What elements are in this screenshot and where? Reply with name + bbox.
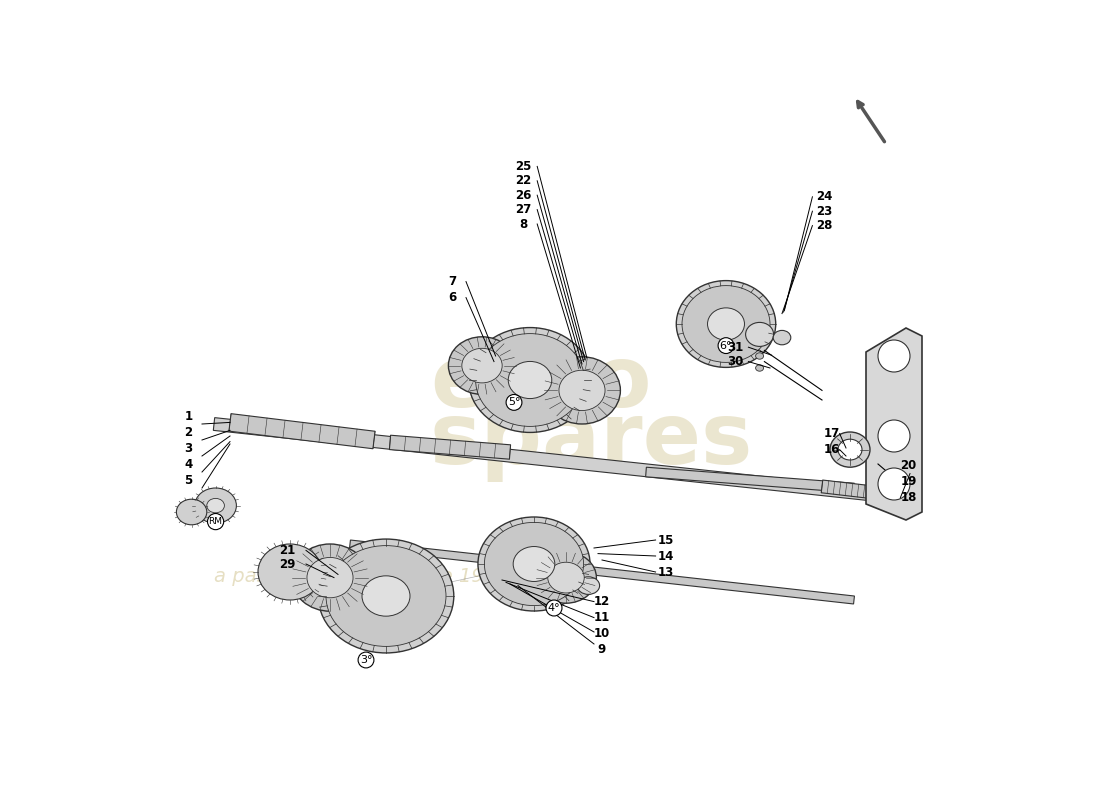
Ellipse shape [258, 544, 322, 600]
Text: 7: 7 [449, 275, 456, 288]
Ellipse shape [756, 365, 763, 371]
Text: euro: euro [430, 342, 651, 426]
Text: 6: 6 [449, 291, 456, 304]
Ellipse shape [707, 308, 745, 340]
Text: 12: 12 [594, 595, 610, 608]
Ellipse shape [578, 577, 600, 594]
Ellipse shape [773, 330, 791, 345]
Circle shape [878, 420, 910, 452]
Polygon shape [822, 480, 871, 498]
Text: 18: 18 [900, 491, 916, 504]
Text: 2: 2 [185, 426, 192, 438]
Ellipse shape [536, 552, 596, 603]
Text: a passion for parts since 1985: a passion for parts since 1985 [214, 566, 508, 586]
Text: 31: 31 [727, 341, 744, 354]
Text: 13: 13 [658, 566, 674, 578]
Ellipse shape [746, 322, 773, 346]
Ellipse shape [318, 539, 454, 653]
Text: 19: 19 [900, 475, 916, 488]
Text: 9: 9 [598, 643, 606, 656]
Polygon shape [866, 328, 922, 520]
Text: 10: 10 [594, 627, 610, 640]
Ellipse shape [478, 517, 590, 611]
Polygon shape [213, 418, 887, 502]
Text: 14: 14 [658, 550, 674, 562]
Text: 24: 24 [816, 190, 833, 203]
Text: spares: spares [430, 398, 754, 482]
Polygon shape [229, 414, 375, 449]
Ellipse shape [543, 357, 620, 424]
Ellipse shape [326, 546, 446, 646]
Text: 3°: 3° [360, 655, 372, 665]
Ellipse shape [462, 348, 503, 383]
Text: 5°: 5° [508, 398, 520, 407]
Ellipse shape [292, 544, 368, 611]
Polygon shape [350, 540, 855, 604]
Ellipse shape [559, 370, 605, 410]
Text: 16: 16 [824, 443, 839, 456]
Ellipse shape [682, 286, 770, 362]
Text: 20: 20 [900, 459, 916, 472]
Text: 22: 22 [516, 174, 531, 187]
Text: 27: 27 [516, 203, 531, 216]
Ellipse shape [548, 562, 584, 593]
Ellipse shape [484, 522, 584, 606]
Text: 26: 26 [516, 189, 531, 202]
Text: 8: 8 [519, 218, 528, 230]
Text: 25: 25 [516, 160, 531, 173]
Text: 1: 1 [185, 410, 192, 422]
Text: 17: 17 [824, 427, 839, 440]
Circle shape [878, 340, 910, 372]
Ellipse shape [475, 334, 584, 426]
Polygon shape [646, 467, 855, 493]
Text: 15: 15 [658, 534, 674, 546]
Text: 28: 28 [816, 219, 833, 232]
Ellipse shape [207, 498, 224, 513]
Polygon shape [389, 435, 510, 459]
Ellipse shape [195, 488, 236, 523]
Ellipse shape [756, 353, 763, 359]
Text: 3: 3 [185, 442, 192, 454]
Ellipse shape [830, 432, 870, 467]
Ellipse shape [676, 281, 776, 367]
Ellipse shape [469, 327, 592, 433]
Text: 4: 4 [185, 458, 192, 470]
Text: 5: 5 [185, 474, 192, 486]
Circle shape [878, 468, 910, 500]
Ellipse shape [307, 558, 353, 598]
Text: 4°: 4° [548, 603, 560, 613]
Ellipse shape [838, 439, 862, 460]
Ellipse shape [508, 362, 552, 398]
Text: 29: 29 [279, 558, 296, 570]
Text: 21: 21 [279, 544, 296, 557]
Text: 11: 11 [594, 611, 610, 624]
Ellipse shape [176, 499, 207, 525]
Ellipse shape [514, 546, 554, 582]
Text: 23: 23 [816, 205, 833, 218]
Ellipse shape [449, 337, 516, 394]
Ellipse shape [362, 576, 410, 616]
Text: RM: RM [209, 517, 222, 526]
Text: 6°: 6° [719, 341, 733, 350]
Text: 30: 30 [727, 355, 744, 368]
